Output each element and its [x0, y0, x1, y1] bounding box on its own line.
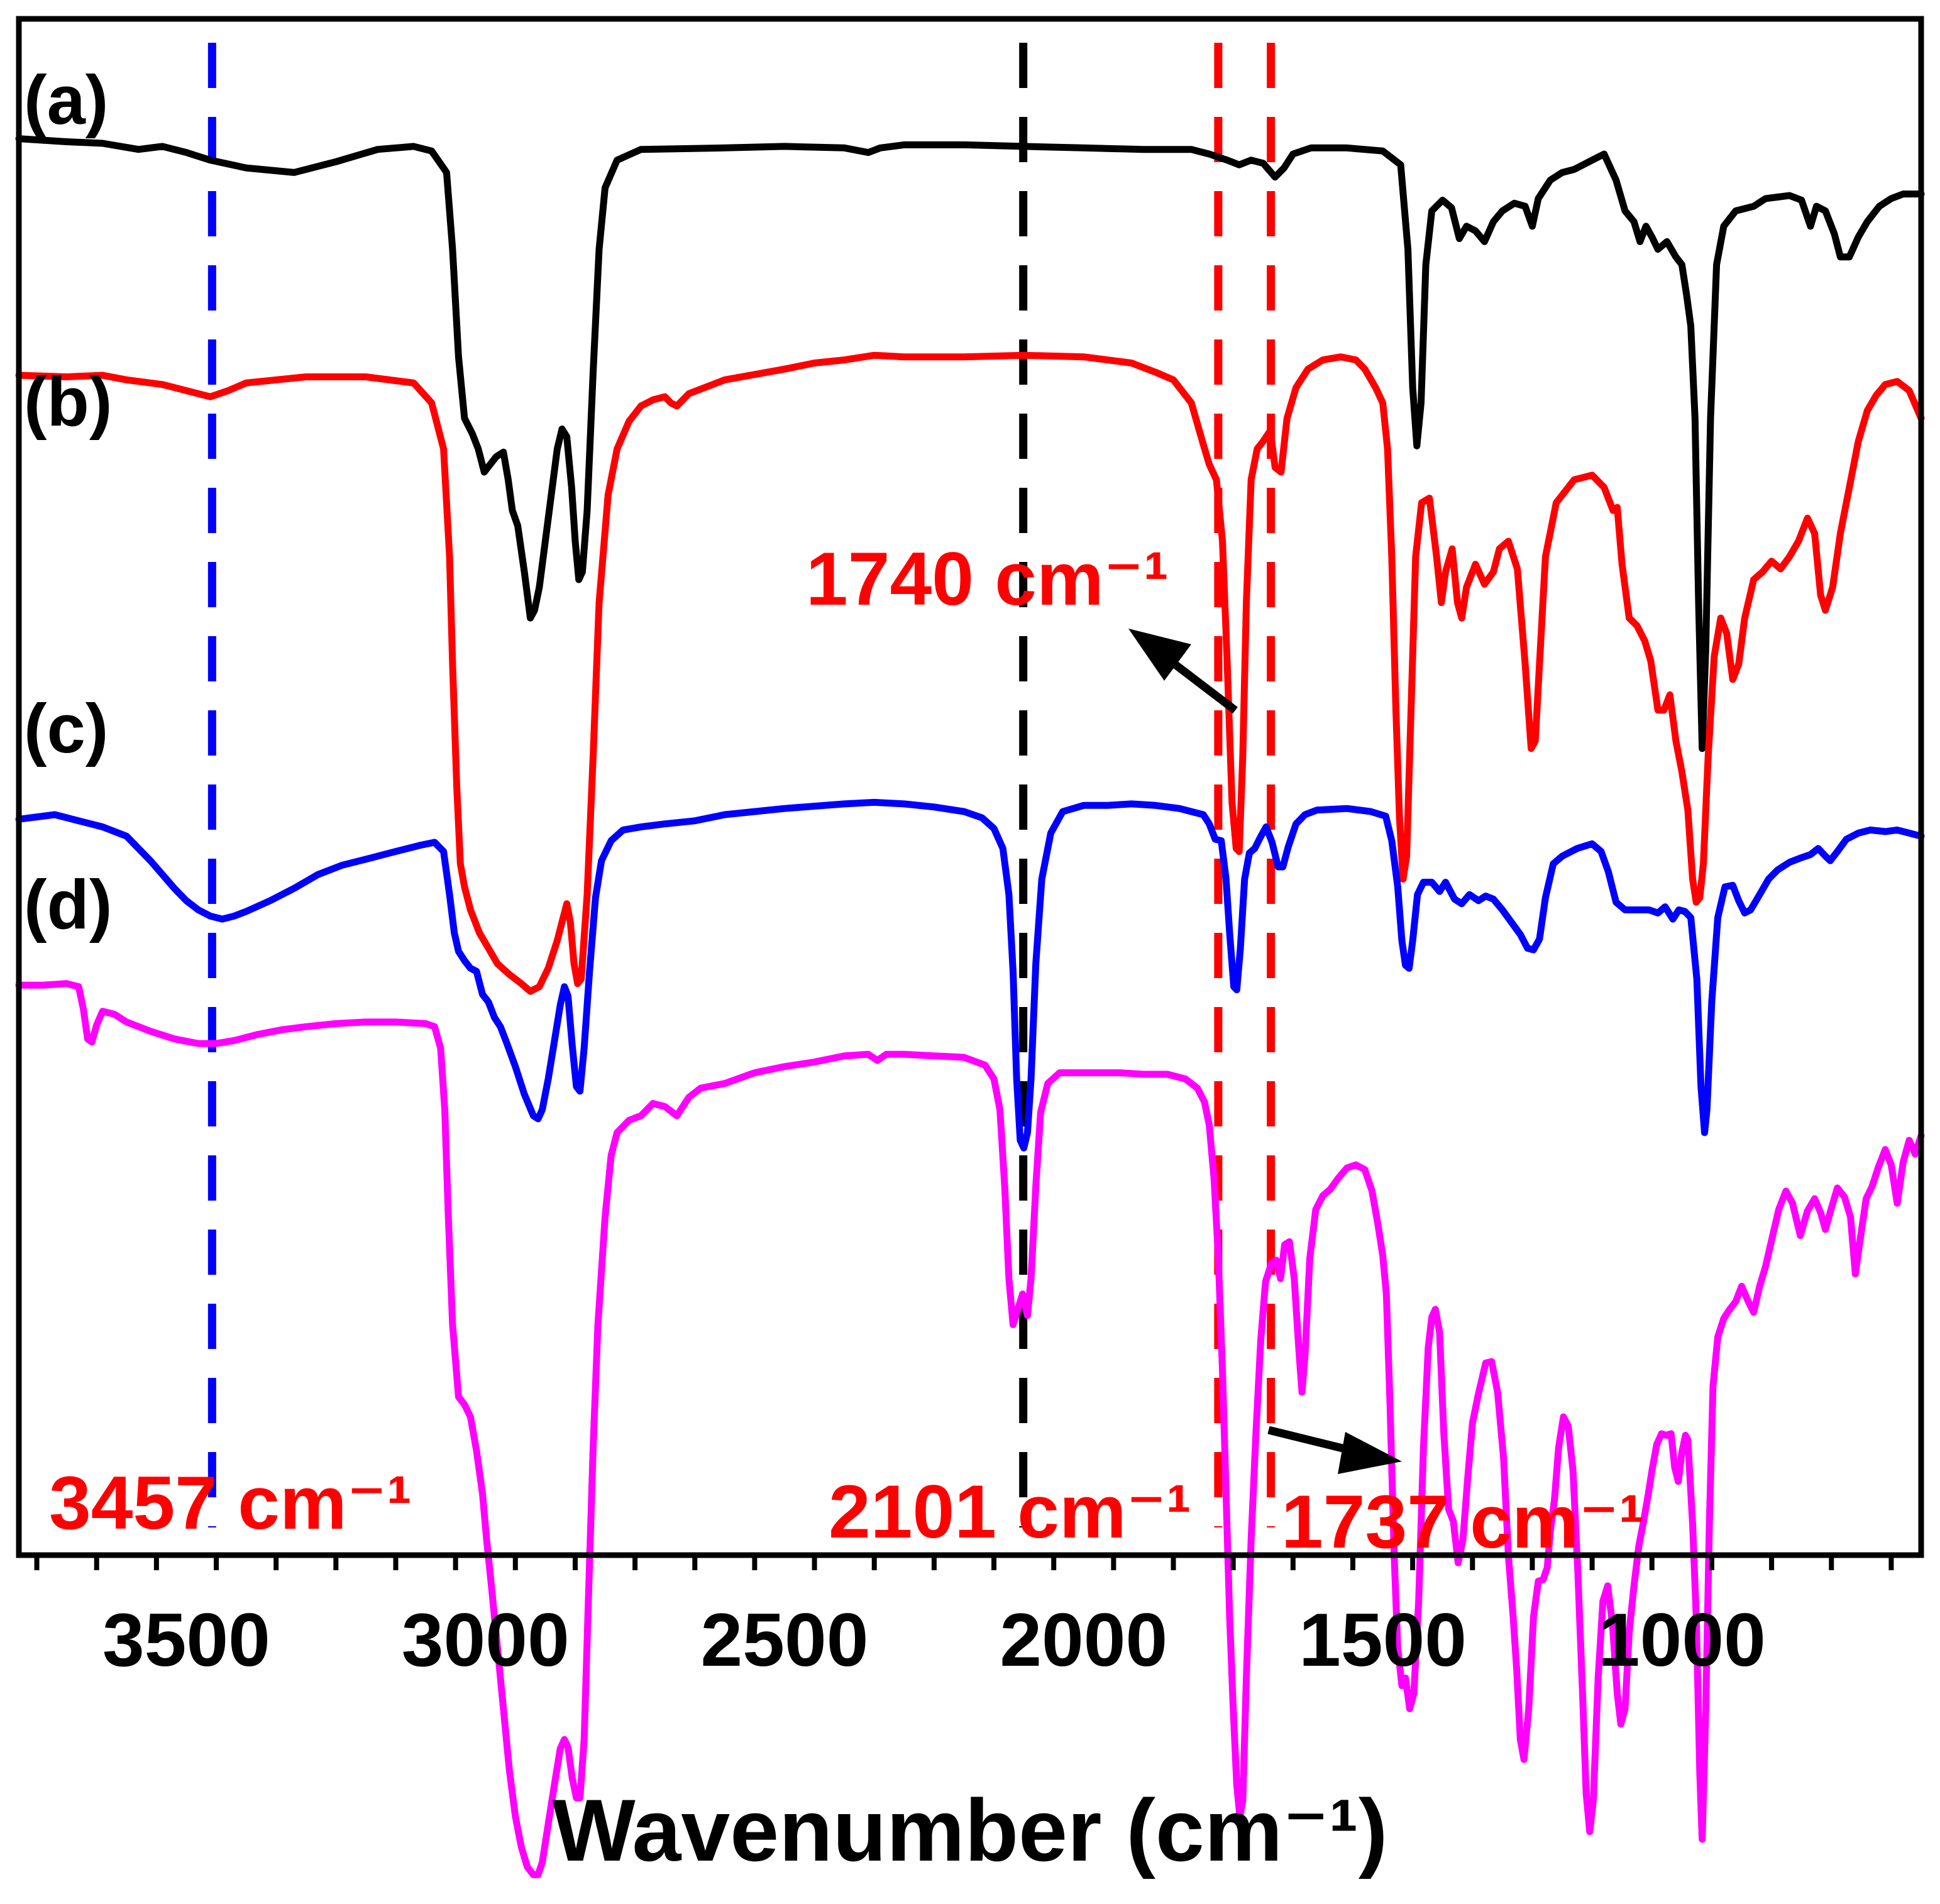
arrow-1740-shaft: [1167, 656, 1238, 714]
x-tick-label-2500: 2500: [701, 1598, 869, 1682]
reference-lines: [207, 43, 1276, 1527]
arrow-1740-head: [1128, 629, 1191, 681]
annotation-2101: 2101 cm⁻¹: [829, 1470, 1191, 1554]
series-label-c: (c): [24, 690, 108, 768]
text-labels: (a) (b) (c) (d) 1740 cm⁻¹ 3457 cm⁻¹ 2101…: [24, 62, 1644, 1879]
plot-frame: [16, 16, 1924, 1558]
annotation-1737: 1737 cm⁻¹: [1281, 1480, 1644, 1564]
series-line-a: [15, 135, 1925, 752]
spectra-series: [15, 135, 1925, 1878]
series-line-c: [15, 798, 1925, 1152]
x-axis-ticks: 3500 3000 2500 2000 1500 1000: [34, 1555, 1894, 1682]
x-tick-label-3500: 3500: [102, 1598, 270, 1682]
series-label-d: (d): [24, 866, 112, 944]
series-label-a: (a): [24, 62, 108, 139]
x-tick-label-2000: 2000: [1000, 1598, 1167, 1682]
x-tick-label-1000: 1000: [1598, 1598, 1766, 1682]
annotation-arrows: [1128, 629, 1402, 1474]
series-line-d: [15, 980, 1925, 1878]
series-label-b: (b): [24, 363, 112, 441]
x-tick-label-3000: 3000: [402, 1598, 570, 1682]
x-axis-label: Wavenumber (cm⁻¹): [553, 1781, 1388, 1879]
annotation-3457: 3457 cm⁻¹: [49, 1461, 412, 1545]
x-tick-label-1500: 1500: [1299, 1598, 1467, 1682]
series-line-b: [15, 351, 1925, 995]
arrow-1737-head: [1338, 1432, 1402, 1474]
annotation-1740: 1740 cm⁻¹: [806, 537, 1169, 621]
